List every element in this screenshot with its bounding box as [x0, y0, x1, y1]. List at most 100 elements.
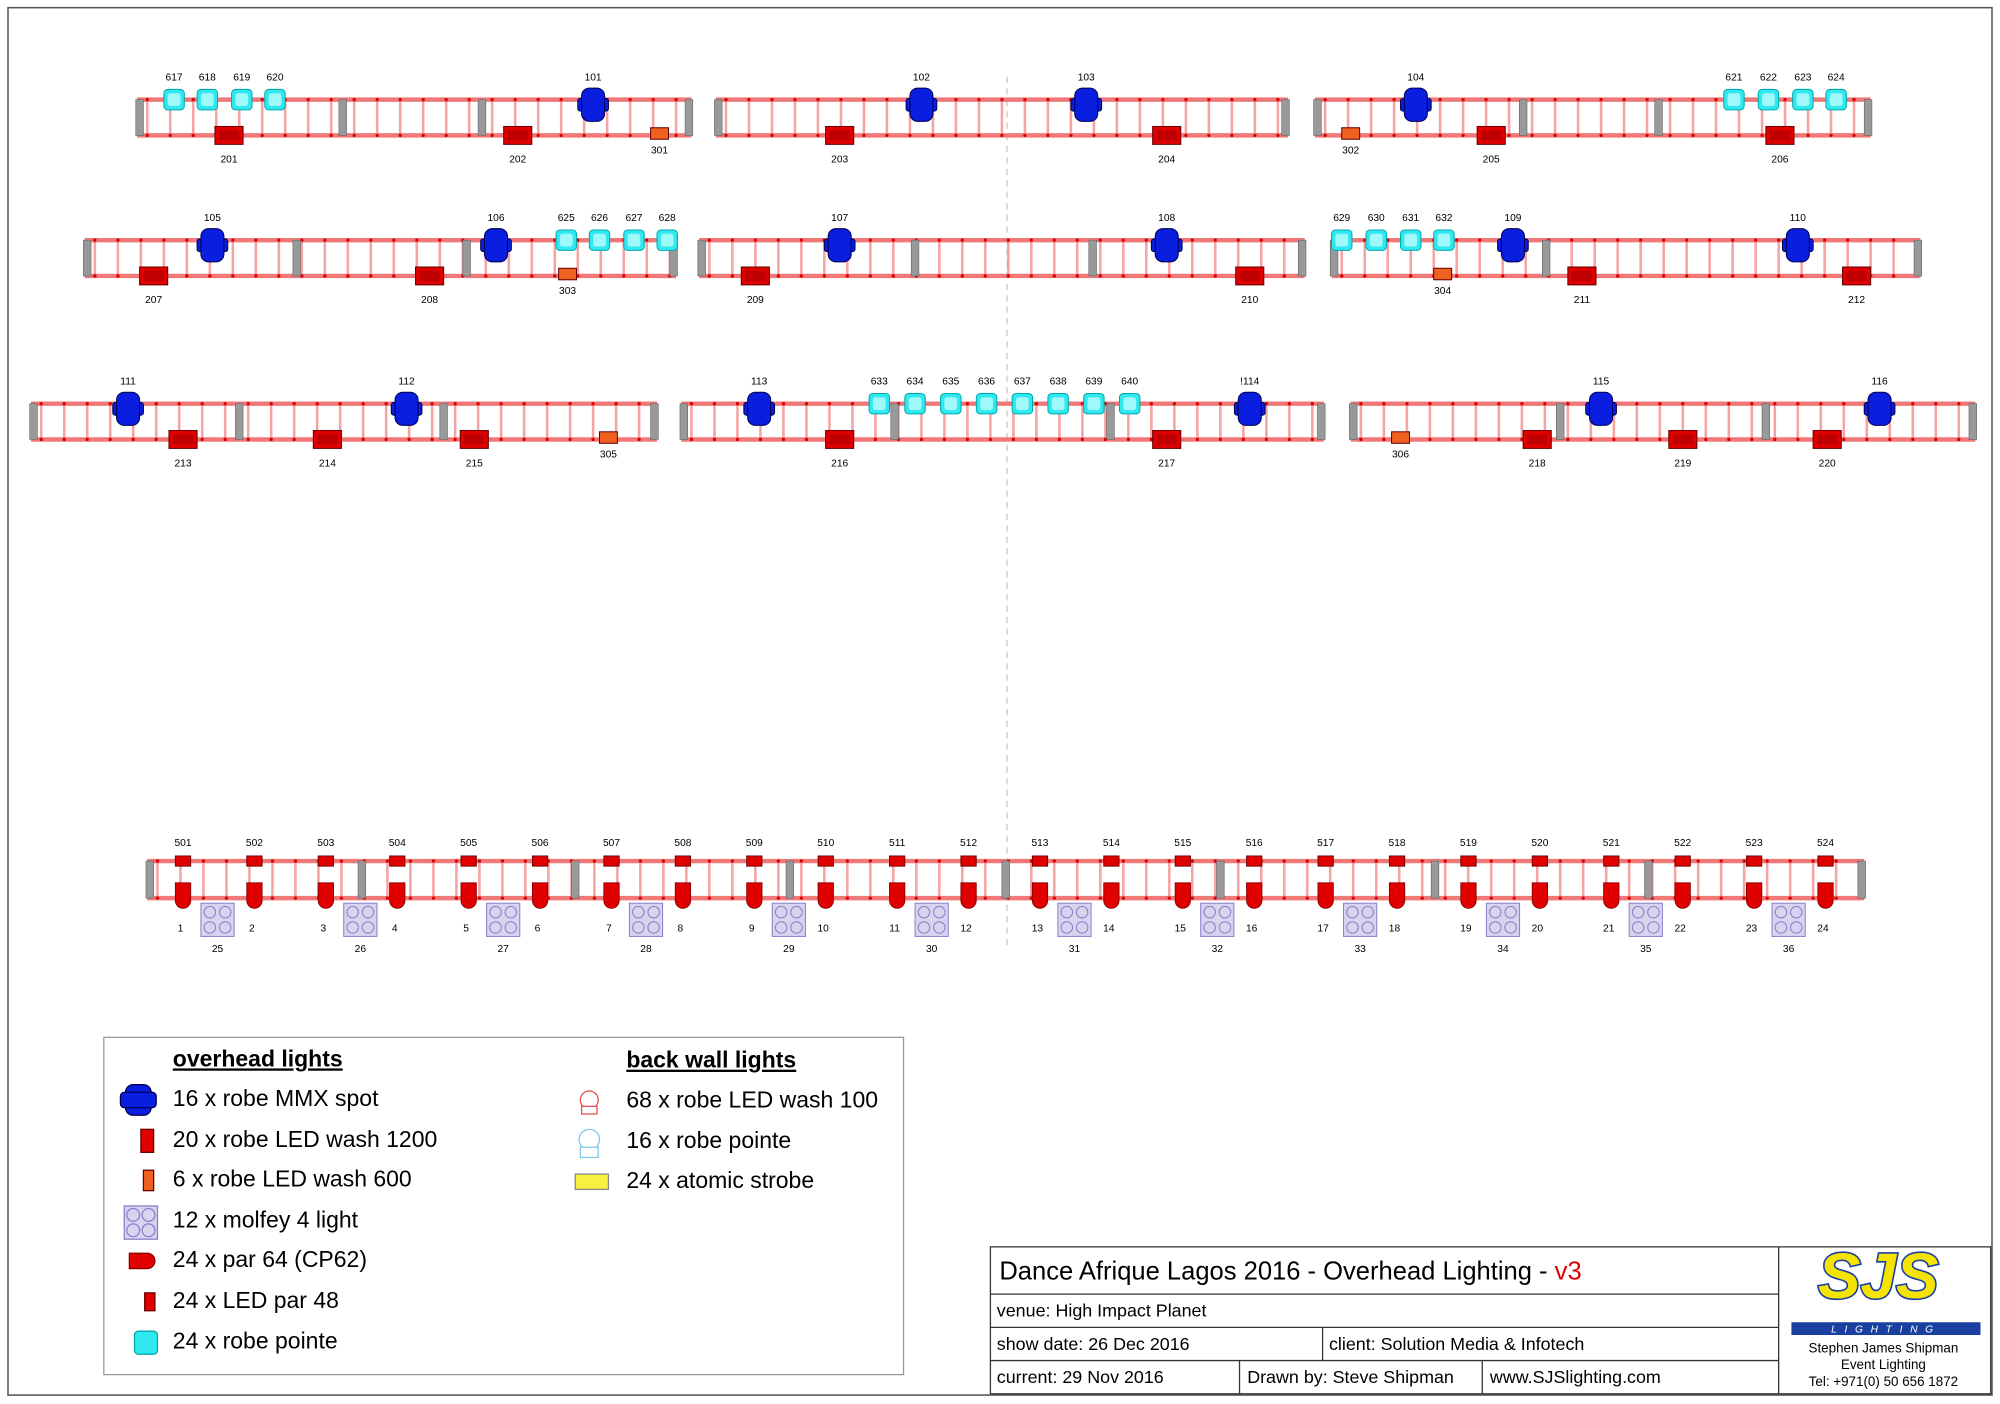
led-par-48	[1674, 855, 1691, 867]
led-wash-600	[650, 127, 669, 140]
truss-node	[93, 238, 97, 242]
truss-node	[988, 437, 993, 442]
truss-node	[1558, 859, 1562, 863]
fixture-label: 20	[1532, 923, 1544, 934]
truss-node	[62, 437, 66, 442]
truss-node	[293, 859, 298, 863]
par-64	[1817, 882, 1834, 909]
fixture: 209	[740, 266, 770, 306]
par-64	[960, 882, 977, 909]
led-par-48	[389, 855, 406, 867]
fixture-label: 205	[1483, 154, 1500, 165]
icon-wash1200	[140, 1128, 155, 1153]
led-wash-1200-face	[218, 130, 240, 141]
truss-node	[292, 437, 296, 442]
robe-pointe-lens	[1335, 233, 1349, 247]
molfey-cell	[1361, 905, 1375, 919]
truss-node	[191, 133, 195, 138]
fixture: 639	[1083, 377, 1105, 415]
truss-node	[1819, 402, 1823, 406]
truss-node	[1382, 437, 1386, 442]
truss-node	[1714, 133, 1718, 138]
truss-node	[747, 133, 751, 138]
truss-node	[277, 274, 281, 278]
truss-node	[919, 437, 924, 442]
fixture: 505	[460, 838, 478, 867]
fixture: 218	[1522, 430, 1552, 469]
fixture: 501	[174, 838, 192, 867]
legend-item: 24 x par 64 (CP62)	[173, 1246, 367, 1272]
par-64	[174, 882, 192, 909]
fixture-label: 33	[1354, 944, 1366, 955]
truss-node	[1811, 859, 1815, 863]
truss-node	[545, 402, 549, 406]
fixture: 634	[904, 377, 926, 415]
truss-node	[730, 274, 735, 278]
truss-node	[1639, 274, 1643, 278]
led-wash-1200-face	[829, 434, 850, 445]
truss-node	[651, 97, 655, 102]
truss-node	[983, 896, 987, 900]
truss-node	[582, 133, 586, 138]
truss-node	[1374, 859, 1378, 863]
fixture-label: 24	[1817, 923, 1829, 934]
molfey-cell	[632, 921, 645, 934]
fixture: 220	[1812, 430, 1842, 469]
truss-node	[712, 437, 717, 442]
truss-node	[85, 402, 89, 406]
truss-joint	[910, 239, 920, 277]
molfey-cell	[647, 921, 660, 934]
fixture-label: !114	[1240, 377, 1259, 388]
legend-heading: back wall lights	[626, 1047, 796, 1073]
truss-node	[339, 896, 344, 900]
truss-node	[536, 97, 540, 102]
truss-node	[1524, 274, 1528, 278]
molfey-cell	[1203, 921, 1216, 934]
led-wash-1200-face	[143, 270, 164, 282]
truss-node	[346, 274, 350, 278]
fixture-label: 637	[1014, 377, 1031, 388]
truss-node	[1000, 133, 1004, 138]
truss-node	[1167, 896, 1171, 900]
fixture-label: 303	[559, 286, 576, 297]
fixture-label: 22	[1674, 923, 1686, 934]
truss-node	[231, 238, 235, 242]
truss-node	[1773, 437, 1777, 442]
fixture: 621	[1723, 73, 1745, 111]
fixture: 304	[1433, 267, 1453, 297]
led-wash-1200-face	[1239, 270, 1260, 282]
fixture: 35	[1628, 902, 1663, 955]
truss-joint	[650, 403, 659, 440]
fixture: 636	[975, 377, 998, 415]
truss-node	[1668, 97, 1672, 102]
truss-node	[674, 97, 678, 102]
mmx-spot	[1785, 228, 1810, 263]
fixture-label: 110	[1790, 213, 1807, 224]
truss-node	[960, 274, 964, 278]
truss-node	[1172, 402, 1177, 406]
truss-joint	[679, 403, 688, 440]
truss-node	[1184, 97, 1188, 102]
icon-spot	[119, 1091, 157, 1109]
molfey-cell	[1346, 905, 1359, 919]
molfey-cell	[504, 921, 518, 934]
truss-node	[1023, 97, 1027, 102]
truss-node	[1635, 437, 1639, 442]
truss-node	[1612, 437, 1616, 442]
truss-joint	[1541, 239, 1551, 277]
truss-node	[260, 97, 264, 102]
truss-node	[201, 859, 206, 863]
truss-node	[960, 238, 964, 242]
fixture-label: 508	[674, 838, 691, 849]
truss-node	[246, 437, 250, 442]
molfey-cell	[1504, 905, 1517, 919]
robe-pointe-lens	[1727, 93, 1741, 107]
par-64	[246, 882, 263, 909]
truss-node	[1346, 97, 1350, 102]
truss-node	[747, 97, 751, 102]
fixture-label: 625	[558, 213, 575, 224]
legend-heading: overhead lights	[173, 1045, 343, 1071]
fixture: 626	[588, 213, 611, 251]
truss-node	[116, 238, 120, 242]
truss-node	[1512, 896, 1516, 900]
